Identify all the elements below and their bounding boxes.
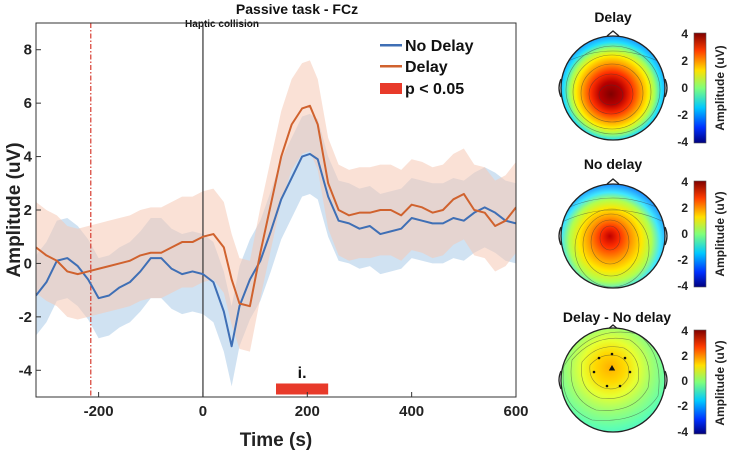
colorbar-tick: -4	[677, 425, 688, 439]
x-axis-title: Time (s)	[240, 430, 313, 451]
colorbar-ticks: 4 2 0 -2 -4	[677, 27, 688, 149]
confidence-bands	[36, 60, 516, 387]
confidence-band-no-delay	[36, 113, 516, 387]
legend-entry-delay: Delay	[405, 59, 448, 76]
significance-label: i.	[298, 365, 307, 382]
legend-entry-significance: p < 0.05	[405, 81, 464, 98]
erp-chart: Passive task - FCz Haptic collision i. -…	[4, 1, 529, 451]
scalp-outline	[560, 183, 666, 289]
x-tick-label: 200	[295, 403, 320, 420]
right-ear-icon	[664, 370, 668, 390]
right-ear-icon	[664, 78, 668, 98]
event-lines	[90, 23, 204, 397]
left-ear-icon	[558, 226, 562, 246]
colorbar-tick: 2	[681, 201, 688, 215]
y-tick-label: 2	[24, 202, 32, 219]
colorbar-label: Amplitude (uV)	[713, 340, 727, 425]
colorbar-tick: 0	[681, 227, 688, 241]
topomap-no-delay: No delay 4 2 0 -2 -4 Amplitude (uV)	[558, 156, 727, 293]
colorbar	[693, 329, 707, 435]
scalp-fill	[561, 328, 665, 432]
significance-bar	[276, 383, 329, 395]
colorbar	[693, 180, 707, 288]
topomap-difference: Delay - No delay 4 2 0 -2 -4	[558, 309, 727, 439]
significant-electrodes	[592, 352, 632, 388]
legend-swatch-delay	[380, 65, 402, 68]
topomap-title-delay: Delay	[594, 9, 632, 25]
left-ear-icon	[558, 78, 562, 98]
y-axis-ticks: -4 -2 0 2 4 6 8	[19, 42, 41, 379]
colorbar-tick: 0	[681, 81, 688, 95]
colorbar	[693, 32, 707, 144]
series-lines	[36, 104, 516, 348]
colorbar-tick: -2	[677, 253, 688, 267]
colorbar-tick: 4	[681, 175, 688, 189]
legend-swatch-no-delay	[380, 44, 402, 47]
significance-bars: i.	[276, 365, 329, 395]
colorbar-tick: -4	[677, 279, 688, 293]
y-tick-label: 4	[24, 149, 33, 166]
colorbar-tick: 2	[681, 54, 688, 68]
left-ear-icon	[558, 370, 562, 390]
right-ear-icon	[664, 226, 668, 246]
colorbar-tick: 2	[681, 349, 688, 363]
legend-swatch-significance	[380, 83, 402, 94]
topomap-delay: Delay 4 2 0 -2 -4 Amplitude (uV)	[558, 9, 727, 149]
colorbar-tick: -4	[677, 135, 688, 149]
y-tick-label: 8	[24, 42, 32, 59]
event-label: Haptic collision	[185, 19, 259, 30]
x-tick-label: 600	[503, 403, 528, 420]
y-tick-label: -2	[19, 309, 32, 326]
colorbar-ticks: 4 2 0 -2 -4	[677, 324, 688, 439]
x-axis-ticks: -200 0 200 400 600	[84, 392, 529, 420]
legend-entry-no-delay: No Delay	[405, 38, 474, 55]
colorbar-tick: -2	[677, 399, 688, 413]
colorbar-label: Amplitude (uV)	[713, 191, 727, 276]
x-tick-label: -200	[84, 403, 114, 420]
colorbar-tick: 4	[681, 27, 688, 41]
topomap-title-difference: Delay - No delay	[563, 309, 671, 325]
colorbar-tick: -2	[677, 108, 688, 122]
nose-icon	[606, 30, 620, 37]
contour-lines	[561, 197, 665, 288]
contour-lines	[562, 331, 660, 421]
scalp-fill	[561, 36, 665, 140]
y-tick-label: 6	[24, 95, 32, 112]
y-axis-title: Amplitude (uV)	[4, 142, 25, 277]
scalp-outline	[560, 35, 666, 141]
x-tick-label: 0	[199, 403, 207, 420]
colorbar-ticks: 4 2 0 -2 -4	[677, 175, 688, 293]
y-tick-label: 0	[24, 255, 32, 272]
series-line-no-delay	[36, 152, 516, 348]
x-tick-label: 400	[399, 403, 424, 420]
legend: No Delay Delay p < 0.05	[380, 38, 474, 98]
colorbar-label: Amplitude (uV)	[713, 45, 727, 130]
scalp-fill	[561, 184, 665, 288]
series-line-delay	[36, 104, 516, 308]
y-tick-label: -4	[19, 362, 33, 379]
colorbar-tick: 4	[681, 324, 688, 338]
nose-icon	[606, 178, 620, 185]
confidence-band-delay	[36, 60, 516, 352]
reference-electrode-icon	[608, 365, 616, 371]
scalp-outline	[560, 327, 666, 433]
chart-title: Passive task - FCz	[236, 1, 358, 17]
colorbar-tick: 0	[681, 374, 688, 388]
topomap-title-no-delay: No delay	[584, 156, 643, 172]
